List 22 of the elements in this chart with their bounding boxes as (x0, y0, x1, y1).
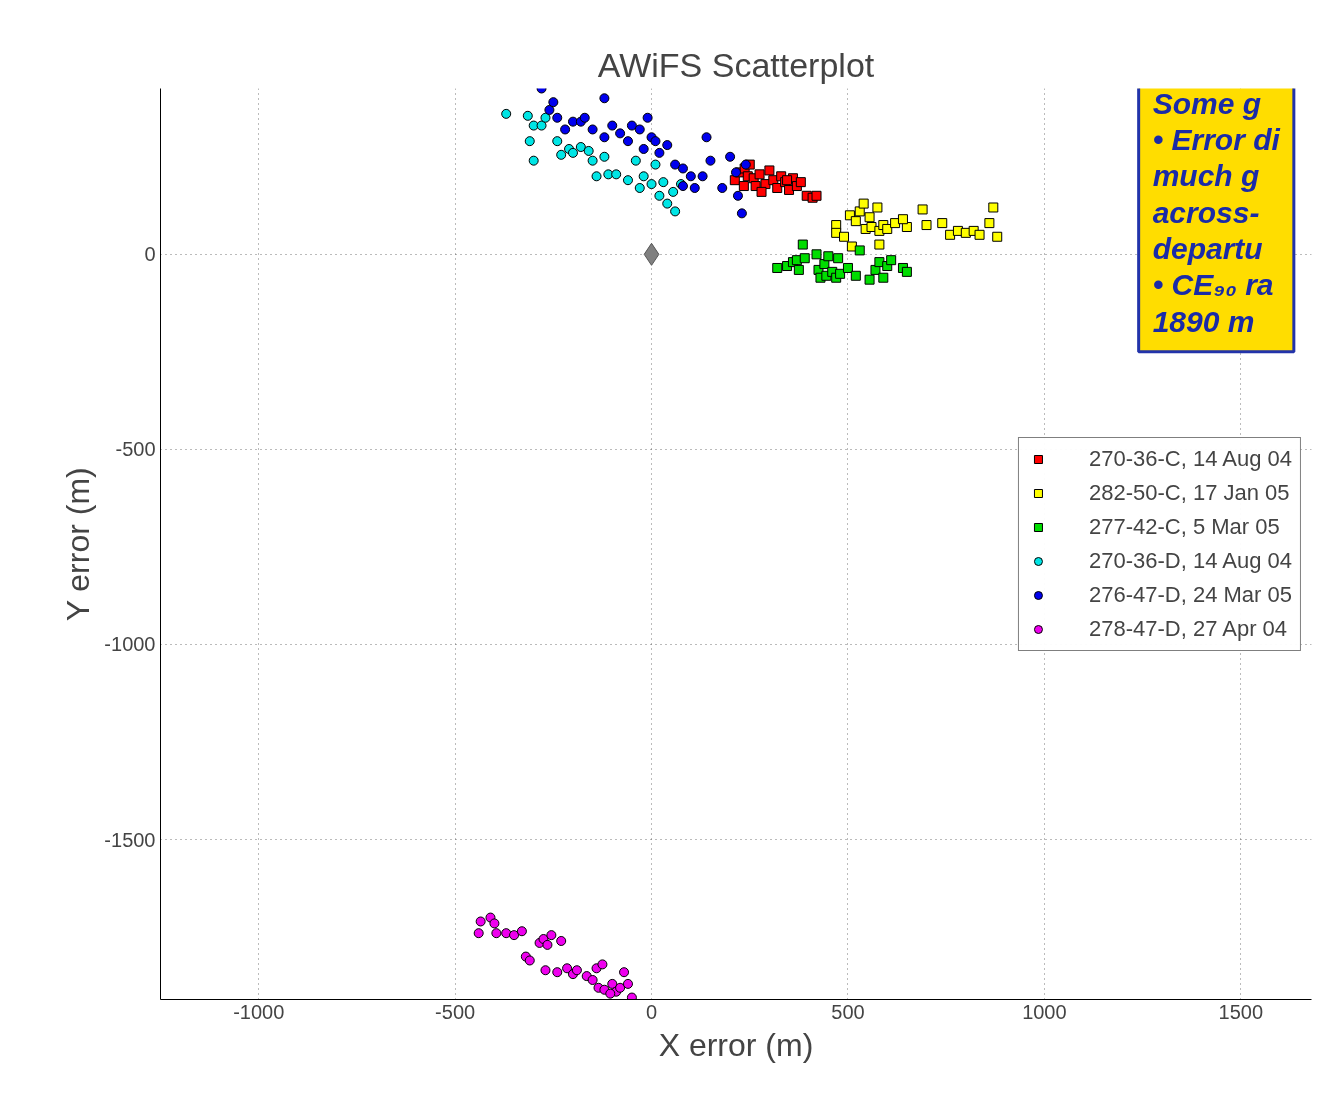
legend-label: 270-36-C, 14 Aug 04 (1088, 445, 1292, 472)
legend-label: 276-47-D, 24 Mar 05 (1088, 581, 1292, 608)
x-tick-label: 1500 (1218, 1000, 1264, 1023)
x-tick-label: -1000 (233, 1000, 285, 1023)
legend-label: 270-36-D, 14 Aug 04 (1088, 547, 1292, 574)
y-tick-label: -1000 (104, 633, 156, 656)
x-axis-title: X error (m) (658, 1026, 814, 1063)
x-tick-label: 500 (831, 1000, 865, 1023)
y-tick-label: -500 (115, 438, 156, 461)
x-tick-label: 0 (645, 1000, 658, 1023)
legend-label: 282-50-C, 17 Jan 05 (1088, 479, 1290, 506)
legend-label: 277-42-C, 5 Mar 05 (1088, 513, 1280, 540)
annotation: Some g (1152, 86, 1262, 120)
x-tick-label: -500 (435, 1000, 476, 1023)
annotation: • CE₉₀ ra 1890 m (1152, 268, 1274, 338)
y-axis-title: Y error (m) (60, 467, 97, 622)
annotation: • Error di much g across- departu (1152, 123, 1281, 266)
x-tick-label: 1000 (1022, 1000, 1067, 1023)
y-tick-label: 0 (144, 243, 156, 266)
chart-title: AWiFS Scatterplot (597, 45, 875, 84)
y-tick-label: -1500 (104, 828, 156, 851)
legend-label: 278-47-D, 27 Apr 04 (1088, 615, 1288, 642)
